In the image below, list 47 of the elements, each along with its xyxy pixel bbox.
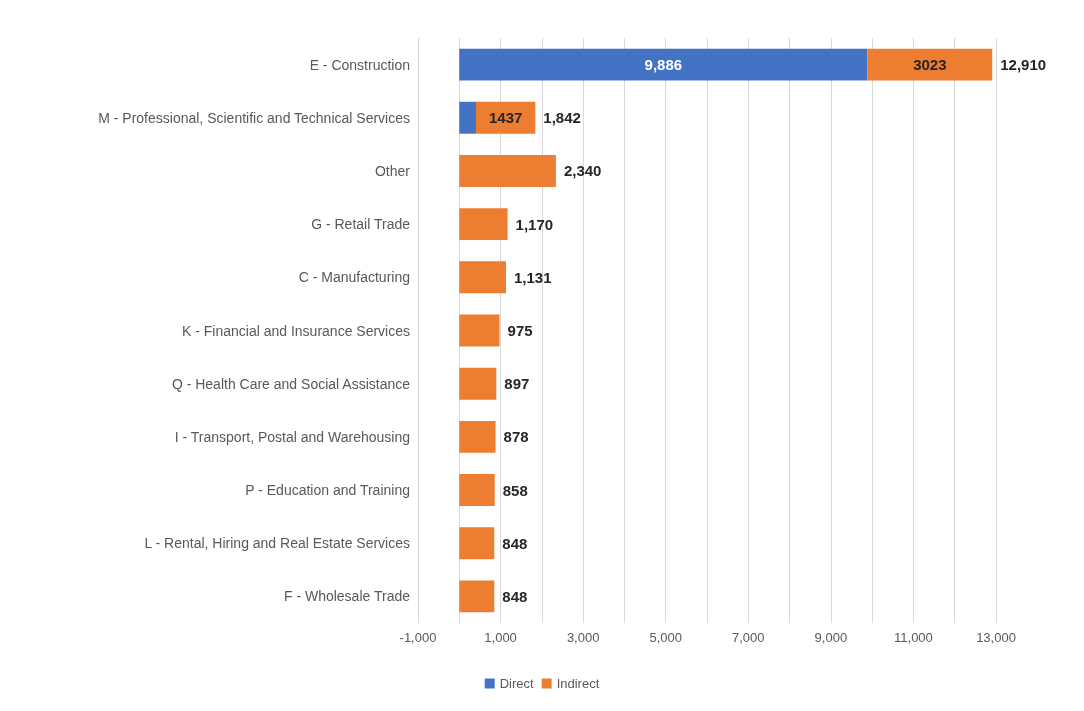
x-tick-label: 5,000 — [649, 630, 682, 645]
bar — [459, 580, 495, 613]
legend-label: Direct — [499, 676, 535, 691]
bar — [867, 48, 993, 81]
y-tick-label: M - Professional, Scientific and Technical Services — [98, 109, 410, 126]
x-tick-label: 13,000 — [976, 630, 1016, 645]
data-label: 9,886 — [644, 56, 683, 74]
x-tick-label: 3,000 — [566, 630, 600, 645]
y-tick-label: P - Education and Training — [245, 482, 410, 499]
total-label: 878 — [503, 428, 529, 446]
legend-label: Indirect — [556, 676, 600, 691]
bar — [459, 474, 495, 506]
y-tick-label: Q - Health Care and Social Assistance — [171, 375, 411, 392]
total-label: 1,170 — [515, 215, 554, 233]
bar — [459, 314, 500, 347]
y-tick-label: Other — [374, 162, 411, 179]
total-label: 848 — [502, 534, 528, 552]
bar — [459, 155, 556, 187]
total-label: 12,910 — [1000, 56, 1047, 74]
x-tick-label: 7,000 — [732, 630, 765, 645]
bar — [459, 208, 508, 241]
bar — [459, 420, 496, 453]
total-label: 848 — [502, 587, 528, 605]
data-label: 1437 — [488, 109, 523, 127]
x-tick-label: 11,000 — [894, 630, 933, 645]
x-tick-label: -1,000 — [399, 630, 437, 645]
x-tick-label: 1,000 — [484, 630, 517, 645]
total-label: 1,842 — [543, 109, 581, 127]
bar — [459, 527, 495, 560]
bar — [459, 101, 477, 134]
bar — [459, 367, 497, 400]
y-tick-label: F - Wholesale Trade — [283, 588, 411, 605]
total-label: 2,340 — [563, 162, 602, 180]
y-tick-label: L - Rental, Hiring and Real Estate Services — [144, 535, 410, 552]
bar — [459, 261, 506, 294]
total-label: 897 — [504, 375, 530, 393]
y-tick-label: I - Transport, Postal and Warehousing — [174, 428, 410, 445]
y-tick-label: E - Construction — [309, 56, 410, 73]
total-label: 975 — [507, 322, 533, 339]
bar — [459, 48, 868, 81]
y-tick-label: C - Manufacturing — [298, 269, 410, 286]
total-label: 858 — [502, 481, 528, 499]
y-tick-label: G - Retail Trade — [311, 216, 411, 233]
x-tick-label: 9,000 — [814, 630, 848, 645]
total-label: 1,131 — [513, 268, 552, 286]
y-tick-label: K - Financial and Insurance Services — [182, 322, 410, 339]
data-label: 3023 — [913, 56, 947, 74]
